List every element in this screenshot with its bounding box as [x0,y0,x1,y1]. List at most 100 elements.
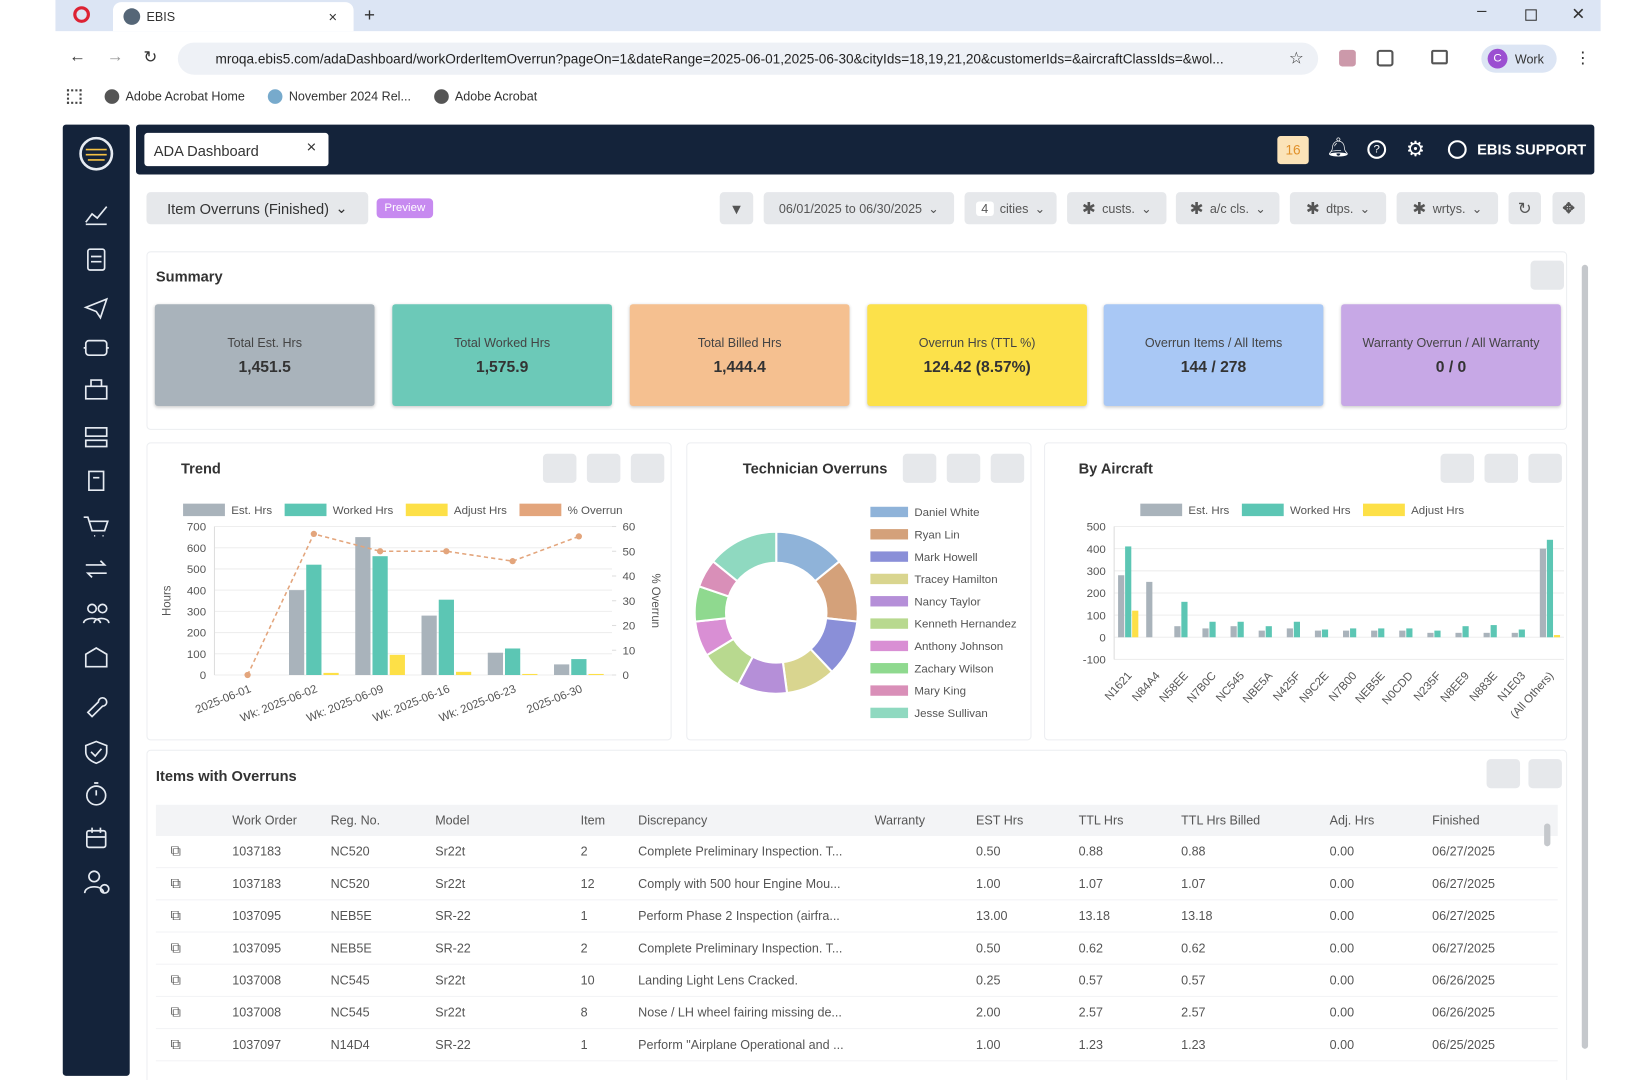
user-name[interactable]: EBIS SUPPORT [1477,141,1587,158]
close-window[interactable]: ✕ [1571,6,1586,24]
bookmark-star[interactable]: ☆ [1288,49,1304,68]
cast[interactable] [1431,49,1448,65]
bookmark[interactable]: November 2024 Rel... [267,89,411,104]
card-value: 1,444.4 [713,357,766,376]
table-button[interactable] [946,453,981,483]
table-cell: 8 [580,1005,588,1020]
filter-select[interactable]: ✱ wrtys. ⌄ [1396,192,1499,225]
open-link[interactable]: ⧉ [170,1035,181,1052]
bell[interactable]: 🔔︎ [1326,137,1351,158]
filter-select[interactable]: ✱ dtps. ⌄ [1289,192,1387,225]
card-value: 1,451.5 [238,357,291,376]
report-select[interactable]: Item Overruns (Finished) ⌄ [146,192,369,225]
column-header[interactable]: TTL Hrs Billed [1181,813,1261,828]
open-link[interactable]: ⧉ [170,874,181,891]
column-header[interactable]: Adj. Hrs [1329,813,1375,828]
open-link[interactable]: ⧉ [170,842,181,859]
table-cell: 10 [580,973,595,988]
y-tick-label: 700 [187,522,206,534]
legend-swatch [870,707,909,719]
back[interactable]: ← [69,47,86,66]
bar [1265,626,1272,638]
address-bar[interactable]: mroqa.ebis5.com/adaDashboard/workOrderIt… [177,42,1319,75]
forward[interactable]: → [106,47,124,66]
reload[interactable]: ↻ [143,48,158,67]
open-link[interactable]: ⧉ [170,1003,181,1020]
column-header[interactable]: TTL Hrs [1078,813,1124,828]
y-tick-label: 0 [1099,632,1105,644]
list-button[interactable] [902,453,937,483]
export-button[interactable] [1486,759,1521,789]
settings[interactable]: ⚙ [1406,138,1425,161]
table-cell: 12 [580,876,595,891]
maximize[interactable] [1525,9,1537,21]
scrollbar[interactable] [1581,264,1589,1049]
bar [1350,628,1357,638]
open-link[interactable]: ⧉ [170,938,181,956]
bar [554,664,570,675]
filter-label: a/c cls. [1209,200,1249,216]
list-button[interactable] [542,453,577,483]
table-button[interactable] [1484,453,1518,483]
date-range[interactable]: 06/01/2025 to 06/30/2025 ⌄ [763,192,955,225]
open-link[interactable]: ⧉ [170,970,181,988]
browser-tab[interactable]: EBIS × [112,2,354,32]
bar [1174,626,1181,638]
table-cell: NEB5E [330,908,372,924]
fullscreen[interactable]: ✥ [1552,192,1585,225]
cities-filter[interactable]: 4 cities ⌄ [964,192,1057,225]
profile[interactable]: C Work [1481,44,1557,73]
column-header[interactable]: Item [580,813,606,828]
new-tab[interactable]: + [364,4,376,25]
open-link[interactable]: ⧉ [170,906,181,924]
table-cell: 1037097 [232,1037,282,1052]
column-header[interactable]: Model [435,813,470,828]
export-button[interactable] [990,453,1025,483]
preview-tag: Preview [376,198,434,219]
filter-select[interactable]: ✱ custs. ⌄ [1067,192,1167,225]
fullscreen-button[interactable] [1528,759,1562,789]
filter-select[interactable]: ✱ a/c cls. ⌄ [1175,192,1280,225]
filter-button[interactable]: ▼ [719,192,754,225]
list-button[interactable] [1440,453,1475,483]
column-header[interactable]: EST Hrs [976,813,1024,828]
export-button[interactable] [1528,453,1562,483]
legend-swatch [870,529,909,540]
minimize[interactable]: – [1477,2,1487,20]
table-scrollbar[interactable] [1544,823,1551,847]
apps[interactable] [66,89,82,104]
legend-swatch [1140,503,1183,517]
line-point [443,548,450,555]
refresh[interactable]: ↻ [1508,192,1541,225]
tab-close[interactable]: × [328,8,338,25]
bookmark[interactable]: Adobe Acrobat Home [104,89,245,104]
export-button[interactable] [1530,260,1564,290]
filter-label: custs. [1102,200,1135,216]
filter-icon: ✱ [1081,199,1096,218]
extension-icon[interactable] [1339,49,1356,67]
app-tab-close[interactable]: × [306,139,317,157]
table-cell: 06/25/2025 [1432,1037,1496,1052]
card-value: 124.42 (8.57%) [923,357,1031,376]
help[interactable]: ? [1367,140,1387,159]
notification-count[interactable]: 16 [1277,136,1309,165]
column-header[interactable]: Work Order [232,813,297,828]
table-cell: 1037008 [232,1005,282,1020]
extensions[interactable] [1376,49,1394,67]
bar [1132,610,1139,638]
table-cell: Complete Preliminary Inspection. T... [638,844,843,859]
app-tab[interactable]: ADA Dashboard × [144,132,329,167]
legend-clip: Mary King [914,686,966,698]
export-button[interactable] [630,453,665,483]
filter-icon: ✱ [1412,199,1427,218]
table-button[interactable] [586,453,621,483]
table-cell: Comply with 500 hour Engine Mou... [638,876,841,891]
column-header[interactable]: Finished [1432,813,1480,828]
column-header[interactable]: Warranty [874,813,926,828]
column-header[interactable]: Discrepancy [638,813,708,828]
bookmark[interactable]: Adobe Acrobat [433,89,537,104]
column-header[interactable]: Reg. No. [330,813,381,828]
user-icon[interactable] [1447,140,1467,159]
menu[interactable]: ⋮ [1574,49,1592,68]
legend-swatch [870,573,909,585]
